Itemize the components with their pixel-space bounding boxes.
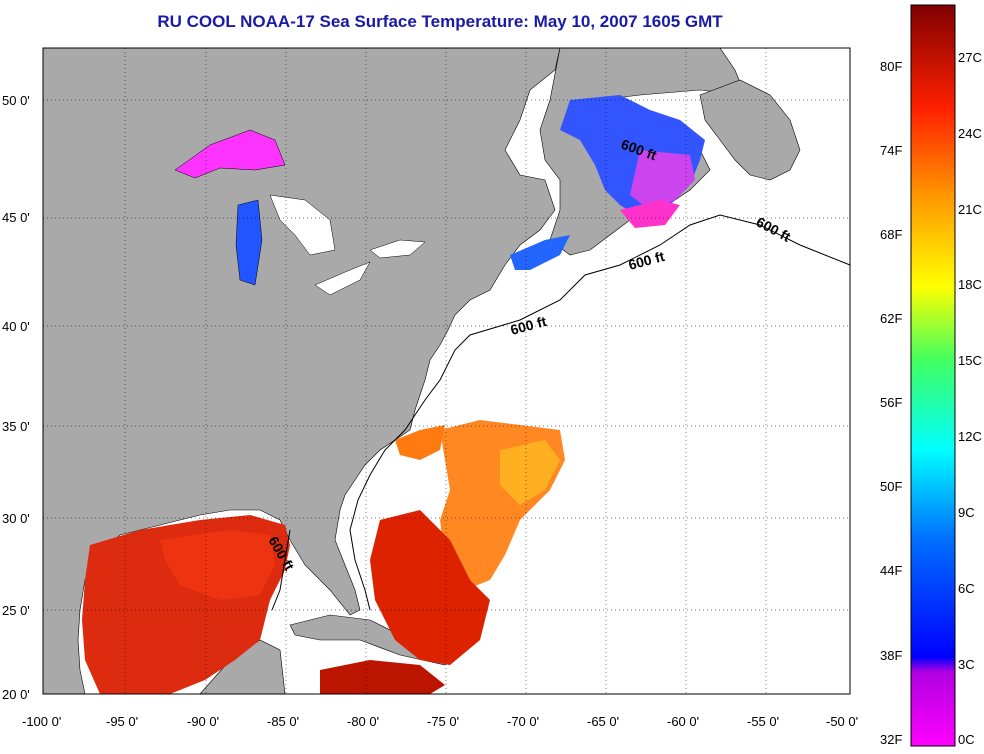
lat-label-40: 40 0' xyxy=(2,319,30,334)
lon-label-90: -90 0' xyxy=(187,714,220,729)
cb-f-32: 32F xyxy=(880,732,903,747)
lat-label-25: 25 0' xyxy=(2,603,30,618)
lon-label-50: -50 0' xyxy=(826,714,859,729)
lon-label-80: -80 0' xyxy=(347,714,380,729)
cb-f-38: 38F xyxy=(880,648,903,663)
cb-f-80: 80F xyxy=(880,59,903,74)
gridlines xyxy=(43,48,850,694)
land-newfoundland xyxy=(699,79,801,181)
map-frame xyxy=(42,47,851,695)
cb-f-62: 62F xyxy=(880,311,903,326)
lat-label-50: 50 0' xyxy=(2,93,30,108)
sst-gulf-loop xyxy=(160,530,275,600)
cb-f-44: 44F xyxy=(880,563,903,578)
lat-label-45: 45 0' xyxy=(2,210,30,225)
colorbar xyxy=(910,4,956,747)
cb-c-21: 21C xyxy=(958,202,982,217)
sst-hatteras xyxy=(395,425,445,460)
lon-label-65: -65 0' xyxy=(587,714,620,729)
land-cuba xyxy=(289,614,451,666)
lake-erie xyxy=(314,261,371,296)
map-title: RU COOL NOAA-17 Sea Surface Temperature:… xyxy=(157,12,723,31)
lon-label-75: -75 0' xyxy=(427,714,460,729)
cb-c-15: 15C xyxy=(958,353,982,368)
lat-label-30: 30 0' xyxy=(2,511,30,526)
lon-label-60: -60 0' xyxy=(667,714,700,729)
lon-label-95: -95 0' xyxy=(106,714,139,729)
sst-st-lawrence-warm xyxy=(630,150,695,210)
cb-f-68: 68F xyxy=(880,227,903,242)
sst-gulf-maine xyxy=(620,200,680,228)
cb-c-3: 3C xyxy=(958,657,975,672)
lon-label-55: -55 0' xyxy=(747,714,780,729)
cb-c-9: 9C xyxy=(958,505,975,520)
lon-label-100: -100 0' xyxy=(22,714,62,729)
land-north-america xyxy=(43,48,561,694)
sst-bahamas xyxy=(370,510,490,665)
cb-c-27: 27C xyxy=(958,50,982,65)
cb-f-56: 56F xyxy=(880,395,903,410)
lake-michigan xyxy=(235,199,263,286)
lake-superior xyxy=(174,129,286,179)
isobath-600ft-gulf xyxy=(271,529,291,611)
sst-sargasso-yellow xyxy=(500,440,560,505)
lake-huron xyxy=(269,194,336,256)
sst-caribbean xyxy=(320,660,445,694)
cb-c-18: 18C xyxy=(958,277,982,292)
cb-f-50: 50F xyxy=(880,479,903,494)
lon-label-70: -70 0' xyxy=(507,714,540,729)
isobath-600ft xyxy=(349,214,851,611)
lake-ontario xyxy=(369,239,426,259)
sst-shelf-north xyxy=(510,235,570,270)
lat-label-35: 35 0' xyxy=(2,419,30,434)
cb-c-24: 24C xyxy=(958,126,982,141)
cb-c-6: 6C xyxy=(958,581,975,596)
lon-label-85: -85 0' xyxy=(267,714,300,729)
cb-c-12: 12C xyxy=(958,429,982,444)
cb-c-0: 0C xyxy=(958,732,975,747)
lat-label-20: 20 0' xyxy=(2,687,30,702)
cb-f-74: 74F xyxy=(880,143,903,158)
